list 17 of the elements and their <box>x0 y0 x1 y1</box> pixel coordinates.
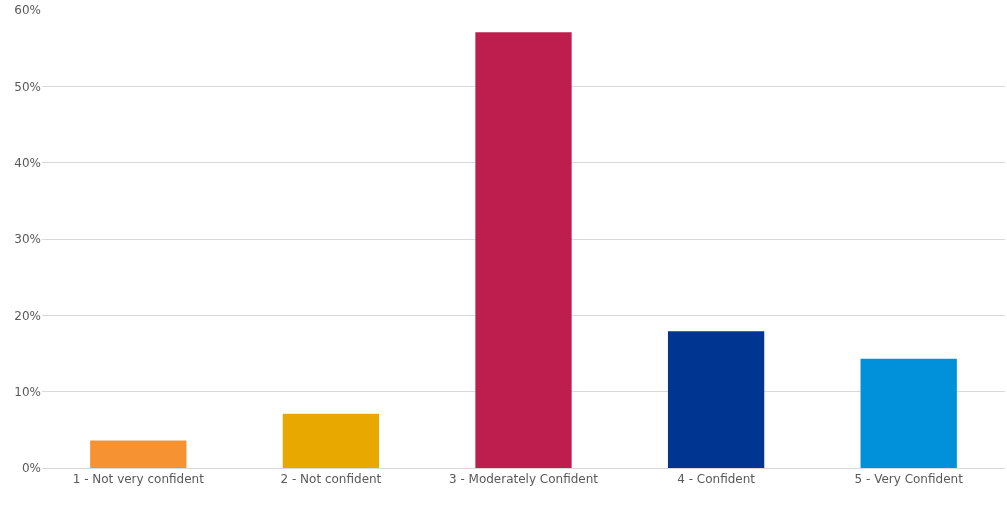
bar <box>667 331 765 468</box>
y-tick-label: 40% <box>14 155 41 170</box>
y-tick-label: 0% <box>21 461 41 476</box>
bar <box>90 440 187 468</box>
y-tick-label: 60% <box>14 3 41 18</box>
bar <box>475 32 572 468</box>
x-tick-label: 5 - Very Confident <box>854 472 964 487</box>
bar <box>282 413 380 468</box>
y-tick-label: 30% <box>14 232 41 247</box>
y-tick-label: 10% <box>14 384 41 399</box>
y-tick-label: 50% <box>14 79 41 94</box>
x-tick-label: 4 - Confident <box>677 472 756 487</box>
x-tick-label: 3 - Moderately Confident <box>448 472 599 487</box>
x-tick-label: 1 - Not very confident <box>72 472 205 487</box>
x-tick-label: 2 - Not confident <box>280 472 382 487</box>
bar <box>860 358 957 468</box>
y-tick-label: 20% <box>14 308 41 323</box>
